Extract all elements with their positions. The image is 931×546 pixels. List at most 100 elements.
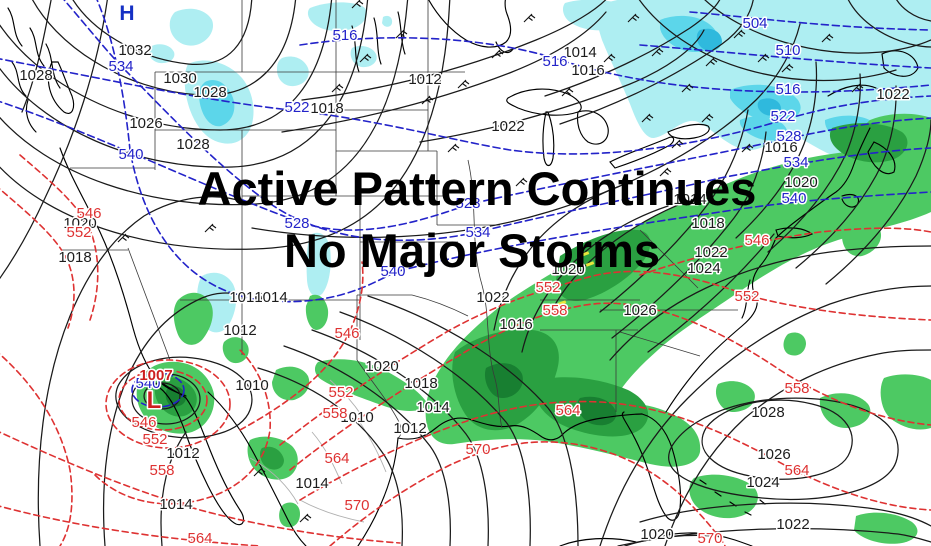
contour-label: 510	[775, 42, 800, 59]
contour-label: 1024	[687, 260, 720, 277]
lake-superior	[506, 88, 582, 116]
contour-label: 546	[131, 414, 156, 431]
yucatan	[559, 537, 637, 546]
high-pressure-icon: H	[119, 2, 134, 25]
coastline-northeast	[775, 127, 871, 239]
contour-label: 516	[332, 27, 357, 44]
contour-label: 540	[781, 190, 806, 207]
contour-label: 564	[324, 450, 349, 467]
chesapeake-bay	[741, 279, 751, 319]
contour-label: 1014	[563, 44, 596, 61]
contour-label: 1010	[235, 377, 268, 394]
contour-label: 1012	[393, 420, 426, 437]
contour-label: 1018	[404, 375, 437, 392]
coastline-gulf	[397, 413, 643, 441]
contour-label: 522	[770, 108, 795, 125]
freezing-rain-icon	[585, 261, 595, 267]
contour-label: 1028	[176, 136, 209, 153]
contour-label: 1020	[551, 261, 584, 278]
thickness-labels: 5465525465525585645465525585645705525585…	[65, 204, 811, 546]
contour-label: 546	[334, 325, 359, 342]
contour-label: 570	[697, 530, 722, 546]
contour-label: 1014	[416, 399, 449, 416]
contour-label: 540	[135, 375, 160, 392]
contour-label: 534	[108, 58, 133, 75]
contour-label: 1018	[58, 249, 91, 266]
contour-label: 552	[734, 288, 759, 305]
contour-label: 540	[118, 146, 143, 163]
contour-label: 552	[66, 224, 91, 241]
hudson-bay	[428, 0, 512, 48]
contour-label: 1026	[129, 115, 162, 132]
contour-label: 1014	[295, 475, 328, 492]
contour-label: 558	[322, 405, 347, 422]
low-pressure-icon: L	[147, 387, 162, 414]
contour-label: 564	[784, 462, 809, 479]
mexico-borders-layer	[249, 379, 387, 523]
contour-label: 534	[465, 224, 490, 241]
nova-scotia	[867, 141, 896, 175]
contour-label: 1028	[193, 84, 226, 101]
sleet-icon	[552, 270, 558, 276]
contour-label: 558	[784, 380, 809, 397]
contour-label: 552	[142, 431, 167, 448]
coastline-florida	[621, 411, 682, 521]
coastline-southeast	[665, 237, 777, 413]
contour-label: 522	[284, 99, 309, 116]
lake-michigan	[542, 111, 555, 167]
height-labels: 534 516 522 540 516 504 510 516 522 528 534 540 528 5…	[107, 14, 810, 394]
contour-label: 546	[744, 232, 769, 249]
thickness-contours	[0, 154, 931, 546]
contour-label: 1032	[118, 42, 151, 59]
vancouver-island	[47, 61, 75, 114]
precip-type-markers	[552, 251, 595, 306]
headline-line2: No Major Storms	[284, 224, 660, 277]
headline-overlay: Active Pattern Continues No Major Storms	[198, 162, 757, 277]
contour-label: 1024	[746, 474, 779, 491]
contour-label: 1028	[19, 67, 52, 84]
contour-label: 570	[344, 497, 369, 514]
contour-label: 1022	[876, 86, 909, 103]
contour-label: 1014	[673, 191, 706, 208]
coastline-pacific	[59, 147, 187, 397]
contour-label: 516	[775, 81, 800, 98]
contour-label: 540	[380, 263, 405, 280]
contour-label: 1022	[491, 118, 524, 135]
contour-label: 1020	[640, 526, 673, 543]
contour-label: 552	[328, 384, 353, 401]
contour-label: 558	[149, 462, 174, 479]
freezing-rain-icon	[580, 251, 590, 257]
contour-label: 1022	[476, 289, 509, 306]
contour-label: 1028	[751, 404, 784, 421]
contour-label: 546	[76, 205, 101, 222]
low-pressure-value: 1007	[139, 367, 172, 384]
freezing-rain-icon	[557, 300, 567, 306]
contour-label: 1022	[694, 244, 727, 261]
headline-line1: Active Pattern Continues	[198, 162, 757, 215]
contour-label: 1030	[163, 70, 196, 87]
contour-label: 570	[465, 441, 490, 458]
contour-label: 528	[284, 215, 309, 232]
contour-label: 1010	[340, 409, 373, 426]
contour-label: 504	[742, 15, 767, 32]
contour-label: 1018	[310, 100, 343, 117]
contour-label: 534	[783, 154, 808, 171]
contour-label: 1018	[691, 215, 724, 232]
ak-panhandle-islands	[7, 7, 61, 133]
contour-label: 1026	[623, 302, 656, 319]
contour-label: 1012	[408, 71, 441, 88]
contour-label: 1012	[166, 445, 199, 462]
bahamas	[699, 479, 766, 516]
contour-label: 564	[187, 530, 212, 546]
contour-label: 1016	[229, 289, 262, 306]
pressure-centers: H L 1007	[118, 1, 174, 416]
lake-huron	[576, 110, 609, 145]
lake-erie	[609, 136, 675, 169]
contour-label: 1016	[499, 316, 532, 333]
contour-label: 1014	[254, 289, 287, 306]
contour-label: 1026	[757, 446, 790, 463]
contour-label: 1014	[159, 496, 192, 513]
